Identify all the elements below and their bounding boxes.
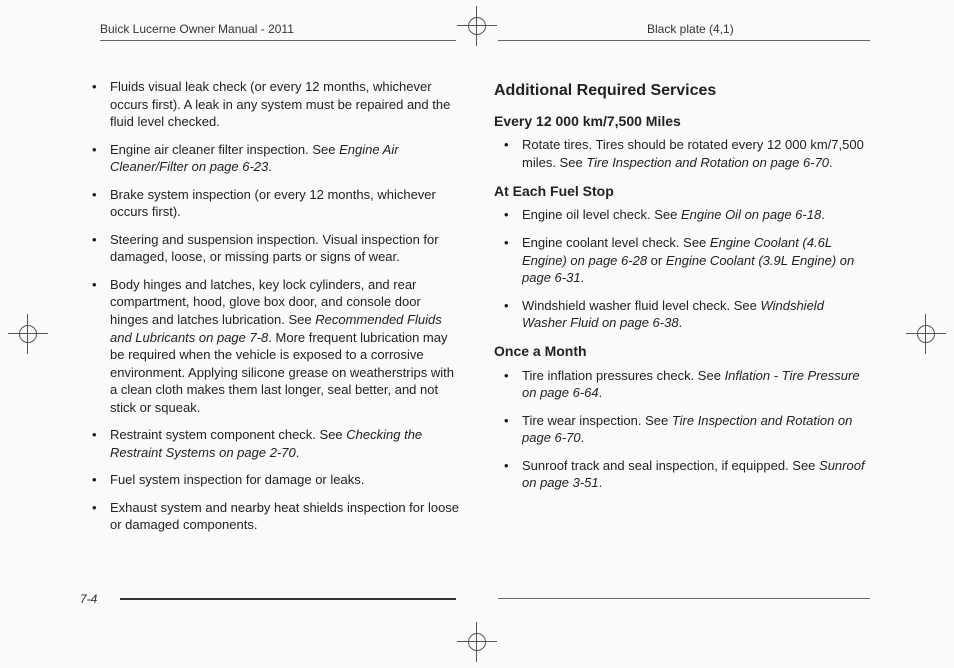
left-column: Fluids visual leak check (or every 12 mo… bbox=[82, 78, 460, 572]
register-mark-top-icon bbox=[465, 14, 489, 38]
text-run: Sunroof track and seal inspection, if eq… bbox=[522, 458, 819, 473]
text-run: . bbox=[268, 159, 272, 174]
text-run: Engine oil level check. See bbox=[522, 207, 681, 222]
list-item: Windshield washer fluid level check. See… bbox=[522, 297, 872, 332]
body-columns: Fluids visual leak check (or every 12 mo… bbox=[82, 78, 872, 572]
text-run: or bbox=[647, 253, 666, 268]
italic-reference: Tire Inspection and Rotation on page 6‑7… bbox=[586, 155, 829, 170]
subsection-heading: At Each Fuel Stop bbox=[494, 182, 872, 201]
rule-top-left bbox=[100, 40, 456, 41]
text-run: . bbox=[581, 270, 585, 285]
list-item: Exhaust system and nearby heat shields i… bbox=[110, 499, 460, 534]
register-mark-bottom-icon bbox=[465, 630, 489, 654]
list-item: Brake system inspection (or every 12 mon… bbox=[110, 186, 460, 221]
left-bullet-list: Fluids visual leak check (or every 12 mo… bbox=[82, 78, 460, 534]
list-item: Restraint system component check. See Ch… bbox=[110, 426, 460, 461]
text-run: Engine coolant level check. See bbox=[522, 235, 710, 250]
text-run: Brake system inspection (or every 12 mon… bbox=[110, 187, 436, 220]
text-run: . bbox=[581, 430, 585, 445]
list-item: Tire wear inspection. See Tire Inspectio… bbox=[522, 412, 872, 447]
list-item: Engine coolant level check. See Engine C… bbox=[522, 234, 872, 287]
register-mark-left-icon bbox=[16, 322, 40, 346]
rule-top-right bbox=[498, 40, 870, 41]
text-run: Fluids visual leak check (or every 12 mo… bbox=[110, 79, 450, 129]
list-item: Steering and suspension inspection. Visu… bbox=[110, 231, 460, 266]
list-item: Fluids visual leak check (or every 12 mo… bbox=[110, 78, 460, 131]
text-run: Restraint system component check. See bbox=[110, 427, 346, 442]
right-heading: Additional Required Services bbox=[494, 80, 872, 102]
text-run: . bbox=[599, 475, 603, 490]
text-run: . bbox=[679, 315, 683, 330]
text-run: Windshield washer fluid level check. See bbox=[522, 298, 760, 313]
header-left-text: Buick Lucerne Owner Manual - 2011 bbox=[100, 22, 294, 36]
text-run: . bbox=[599, 385, 603, 400]
right-sections-container: Every 12 000 km/7,500 Miles Rotate tires.… bbox=[494, 112, 872, 492]
subsection-heading: Once a Month bbox=[494, 342, 872, 361]
header-right-text: Black plate (4,1) bbox=[647, 22, 734, 36]
page-number: 7-4 bbox=[80, 592, 97, 606]
text-run: . bbox=[296, 445, 300, 460]
list-item: Sunroof track and seal inspection, if eq… bbox=[522, 457, 872, 492]
text-run: Engine air cleaner filter inspection. Se… bbox=[110, 142, 339, 157]
bullet-list: Engine oil level check. See Engine Oil o… bbox=[494, 206, 872, 331]
list-item: Rotate tires. Tires should be rotated ev… bbox=[522, 136, 872, 171]
text-run: Steering and suspension inspection. Visu… bbox=[110, 232, 439, 265]
rule-bottom-right bbox=[498, 598, 870, 599]
text-run: Exhaust system and nearby heat shields i… bbox=[110, 500, 459, 533]
register-mark-right-icon bbox=[914, 322, 938, 346]
italic-reference: Engine Oil on page 6‑18 bbox=[681, 207, 821, 222]
text-run: Tire wear inspection. See bbox=[522, 413, 672, 428]
text-run: Fuel system inspection for damage or lea… bbox=[110, 472, 364, 487]
list-item: Engine air cleaner filter inspection. Se… bbox=[110, 141, 460, 176]
rule-bottom-left bbox=[120, 598, 456, 600]
list-item: Body hinges and latches, key lock cylind… bbox=[110, 276, 460, 416]
subsection-heading: Every 12 000 km/7,500 Miles bbox=[494, 112, 872, 131]
list-item: Engine oil level check. See Engine Oil o… bbox=[522, 206, 872, 224]
text-run: . bbox=[829, 155, 833, 170]
bullet-list: Rotate tires. Tires should be rotated ev… bbox=[494, 136, 872, 171]
bullet-list: Tire inflation pressures check. See Infl… bbox=[494, 367, 872, 492]
text-run: . bbox=[821, 207, 825, 222]
text-run: Tire inflation pressures check. See bbox=[522, 368, 725, 383]
page: Buick Lucerne Owner Manual - 2011 Black … bbox=[0, 0, 954, 668]
right-column: Additional Required Services Every 12 00… bbox=[488, 78, 872, 572]
list-item: Fuel system inspection for damage or lea… bbox=[110, 471, 460, 489]
list-item: Tire inflation pressures check. See Infl… bbox=[522, 367, 872, 402]
